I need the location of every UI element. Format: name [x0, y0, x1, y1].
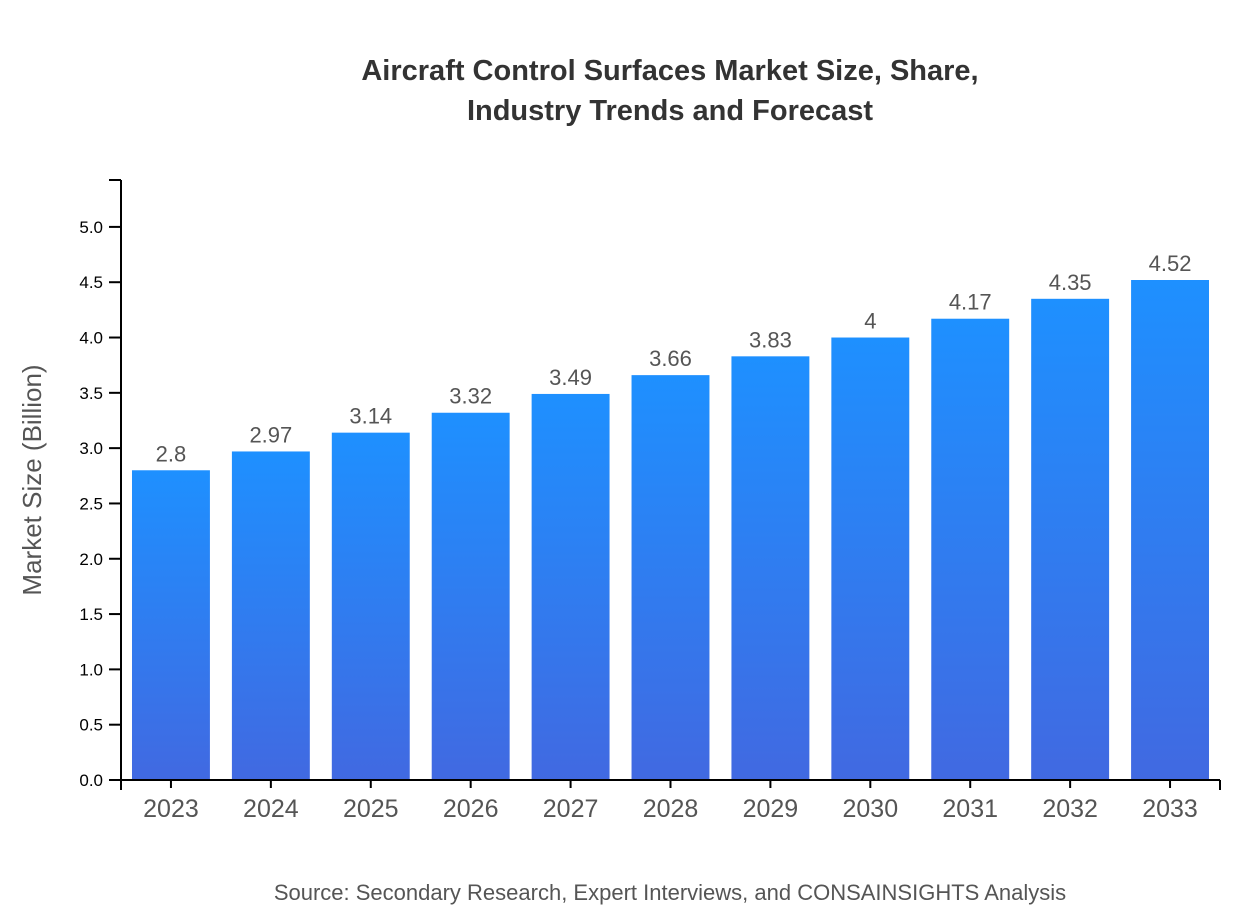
- x-tick-label-2032: 2032: [1042, 795, 1098, 823]
- x-tick-label-2029: 2029: [743, 795, 799, 823]
- y-tick-label: 2.0: [79, 550, 103, 569]
- bar-2026: [431, 412, 510, 780]
- data-label-2032: 4.35: [1049, 270, 1092, 295]
- chart-title-line-1: Aircraft Control Surfaces Market Size, S…: [361, 55, 978, 87]
- y-tick-label: 0.5: [79, 716, 103, 735]
- y-tick-label: 0.0: [79, 771, 103, 790]
- y-tick-label: 4.0: [79, 329, 103, 348]
- bar-2025: [331, 432, 410, 780]
- y-tick-label: 1.0: [79, 660, 103, 679]
- bar-2031: [931, 318, 1010, 780]
- bar-2030: [831, 337, 910, 780]
- x-tick-label-2030: 2030: [843, 795, 899, 823]
- x-tick-label-2028: 2028: [643, 795, 699, 823]
- data-label-2033: 4.52: [1149, 251, 1192, 276]
- x-tick-label-2024: 2024: [243, 795, 299, 823]
- x-tick-label-2026: 2026: [443, 795, 499, 823]
- bar-2029: [731, 356, 810, 780]
- y-tick-label: 2.5: [79, 494, 103, 513]
- bar-2024: [231, 451, 310, 780]
- data-label-2027: 3.49: [549, 365, 592, 390]
- y-tick-label: 1.5: [79, 605, 103, 624]
- y-tick-label: 3.0: [79, 439, 103, 458]
- y-tick-label: 4.5: [79, 273, 103, 292]
- chart-title-line-2: Industry Trends and Forecast: [467, 95, 873, 127]
- bar-2023: [131, 470, 210, 780]
- x-tick-label-2031: 2031: [942, 795, 998, 823]
- bar-2027: [531, 393, 610, 780]
- bar-2032: [1031, 298, 1110, 780]
- x-tick-label-2033: 2033: [1142, 795, 1198, 823]
- data-label-2024: 2.97: [249, 422, 292, 447]
- data-label-2029: 3.83: [749, 327, 792, 352]
- bar-2028: [631, 375, 710, 780]
- x-tick-label-2023: 2023: [143, 795, 199, 823]
- data-label-2023: 2.8: [156, 441, 187, 466]
- source-note: Source: Secondary Research, Expert Inter…: [274, 880, 1066, 905]
- y-tick-label: 3.5: [79, 384, 103, 403]
- x-tick-label-2025: 2025: [343, 795, 399, 823]
- data-label-2030: 4: [864, 309, 876, 334]
- data-label-2025: 3.14: [349, 404, 392, 429]
- data-label-2028: 3.66: [649, 346, 692, 371]
- data-label-2026: 3.32: [449, 384, 492, 409]
- y-tick-label: 5.0: [79, 218, 103, 237]
- bar-2033: [1131, 280, 1210, 780]
- y-axis-label: Market Size (Billion): [17, 364, 47, 595]
- x-tick-label-2027: 2027: [543, 795, 599, 823]
- data-label-2031: 4.17: [949, 290, 992, 315]
